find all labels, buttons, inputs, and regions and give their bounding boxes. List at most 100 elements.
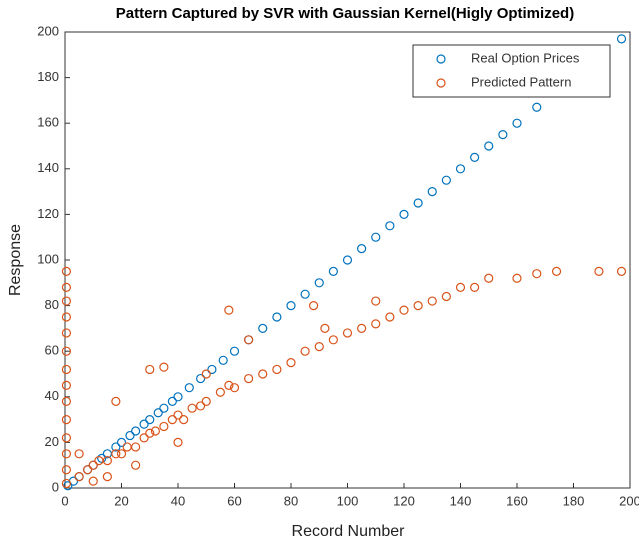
y-tick-label: 120 [37, 206, 59, 221]
point [145, 415, 155, 425]
legend-label: Predicted Pattern [471, 74, 571, 89]
point [244, 335, 254, 345]
point [512, 273, 522, 283]
point [328, 266, 338, 276]
point [357, 244, 367, 254]
point [272, 312, 282, 322]
point [207, 364, 217, 375]
point [159, 403, 169, 413]
point [498, 130, 508, 140]
point [116, 449, 127, 459]
point [427, 296, 437, 306]
point [153, 408, 163, 418]
x-axis-label: Record Number [292, 523, 406, 540]
point [371, 232, 381, 242]
point [286, 301, 296, 311]
point [371, 296, 381, 306]
point [342, 255, 353, 265]
point [61, 266, 72, 276]
point [244, 373, 254, 384]
legend-label: Real Option Prices [471, 50, 580, 65]
point [427, 187, 437, 197]
point [272, 364, 282, 375]
point [173, 410, 183, 420]
point [116, 437, 127, 447]
point [63, 481, 73, 491]
point [74, 472, 84, 482]
y-axis-label: Response [7, 224, 24, 296]
point [258, 323, 268, 333]
x-tick-label: 100 [337, 493, 359, 508]
point [532, 269, 542, 279]
point [484, 141, 494, 151]
point [532, 102, 542, 112]
legend-marker [436, 78, 446, 88]
x-tick-label: 60 [227, 493, 241, 508]
point [342, 328, 353, 338]
y-tick-label: 100 [37, 251, 59, 266]
point [187, 403, 197, 413]
point [455, 164, 466, 174]
x-tick-label: 120 [393, 493, 415, 508]
y-tick-label: 80 [45, 297, 59, 312]
x-tick-label: 140 [450, 493, 472, 508]
y-tick-label: 160 [37, 115, 59, 130]
point [229, 346, 240, 356]
point [150, 426, 160, 436]
point [61, 433, 72, 443]
point [61, 478, 72, 489]
point [159, 362, 169, 372]
x-tick-label: 40 [171, 493, 185, 508]
point [196, 373, 206, 384]
y-tick-label: 20 [45, 434, 59, 449]
point [224, 305, 234, 315]
x-tick-label: 0 [61, 493, 68, 508]
point [385, 312, 395, 322]
point [61, 449, 72, 459]
point [61, 380, 72, 390]
point [61, 364, 72, 375]
y-tick-label: 40 [45, 388, 59, 403]
point [300, 289, 310, 299]
y-tick-label: 140 [37, 160, 59, 175]
point [314, 342, 324, 352]
point [131, 426, 141, 436]
point [399, 305, 409, 315]
point [88, 460, 98, 470]
point [357, 323, 367, 333]
point [102, 456, 112, 466]
point [594, 266, 604, 276]
point [371, 319, 381, 329]
y-tick-label: 0 [52, 479, 59, 494]
point [111, 396, 121, 406]
point [184, 383, 194, 393]
point [145, 364, 155, 375]
point [111, 449, 121, 459]
point [122, 442, 132, 452]
point [224, 380, 234, 390]
point [413, 198, 423, 208]
point [551, 266, 562, 276]
point [131, 442, 141, 452]
point [61, 346, 72, 356]
point [159, 421, 169, 432]
point [139, 419, 149, 429]
point [102, 472, 112, 482]
point [167, 396, 177, 406]
point [61, 282, 72, 292]
point [470, 282, 480, 292]
legend-marker [436, 54, 446, 64]
y-tick-label: 60 [45, 343, 59, 358]
point [139, 433, 149, 443]
point [616, 34, 627, 44]
point [399, 209, 409, 219]
point [61, 465, 72, 475]
point [131, 460, 141, 470]
point [258, 369, 268, 379]
x-tick-label: 160 [506, 493, 528, 508]
point [413, 301, 423, 311]
legend-box [412, 44, 611, 98]
point [167, 415, 177, 425]
point [97, 453, 107, 463]
